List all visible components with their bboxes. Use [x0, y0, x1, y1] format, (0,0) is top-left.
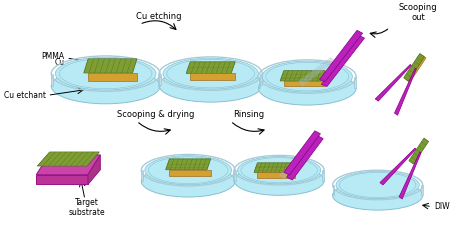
Polygon shape	[375, 64, 411, 101]
Polygon shape	[51, 74, 53, 86]
Ellipse shape	[163, 58, 258, 89]
Polygon shape	[284, 131, 320, 175]
Polygon shape	[158, 74, 160, 86]
Polygon shape	[380, 148, 416, 185]
Polygon shape	[190, 73, 235, 79]
Polygon shape	[233, 170, 235, 181]
Polygon shape	[298, 57, 336, 86]
Polygon shape	[404, 54, 424, 81]
Text: Rinsing: Rinsing	[234, 109, 264, 119]
Text: Scooping & drying: Scooping & drying	[117, 109, 194, 119]
Ellipse shape	[55, 57, 156, 90]
Text: Target
substrate: Target substrate	[69, 198, 105, 217]
Polygon shape	[319, 30, 363, 82]
Polygon shape	[322, 170, 324, 181]
Polygon shape	[88, 73, 137, 81]
Polygon shape	[169, 170, 210, 176]
Polygon shape	[321, 35, 365, 86]
Polygon shape	[394, 68, 416, 115]
Polygon shape	[37, 152, 100, 166]
Ellipse shape	[141, 165, 235, 197]
Ellipse shape	[333, 181, 423, 210]
Polygon shape	[279, 155, 304, 179]
Ellipse shape	[262, 61, 352, 92]
Text: PMMA: PMMA	[41, 52, 64, 61]
Polygon shape	[409, 138, 428, 164]
Polygon shape	[84, 59, 137, 73]
Polygon shape	[354, 77, 356, 88]
Polygon shape	[159, 74, 161, 85]
Polygon shape	[166, 159, 210, 170]
Polygon shape	[287, 136, 323, 180]
Ellipse shape	[51, 68, 160, 104]
Polygon shape	[88, 155, 100, 185]
Polygon shape	[36, 155, 100, 175]
Polygon shape	[258, 77, 260, 88]
Polygon shape	[254, 163, 295, 172]
Ellipse shape	[234, 166, 324, 195]
Polygon shape	[186, 62, 235, 73]
Ellipse shape	[237, 157, 321, 184]
Ellipse shape	[159, 69, 262, 102]
Text: Cu etching: Cu etching	[137, 12, 182, 21]
Polygon shape	[333, 185, 335, 195]
Polygon shape	[141, 170, 143, 181]
Polygon shape	[406, 55, 426, 82]
Polygon shape	[234, 170, 236, 181]
Text: Cu: Cu	[54, 58, 64, 67]
Text: DIW: DIW	[434, 202, 449, 211]
Polygon shape	[284, 81, 325, 86]
Ellipse shape	[145, 156, 232, 185]
Polygon shape	[36, 175, 88, 185]
Polygon shape	[421, 185, 423, 195]
Text: Cu etchant: Cu etchant	[4, 91, 46, 100]
Polygon shape	[257, 172, 295, 178]
Ellipse shape	[336, 171, 419, 199]
Ellipse shape	[258, 72, 356, 105]
Polygon shape	[280, 71, 325, 81]
Text: Scooping
out: Scooping out	[399, 3, 438, 22]
Polygon shape	[399, 152, 421, 199]
Polygon shape	[260, 74, 262, 85]
